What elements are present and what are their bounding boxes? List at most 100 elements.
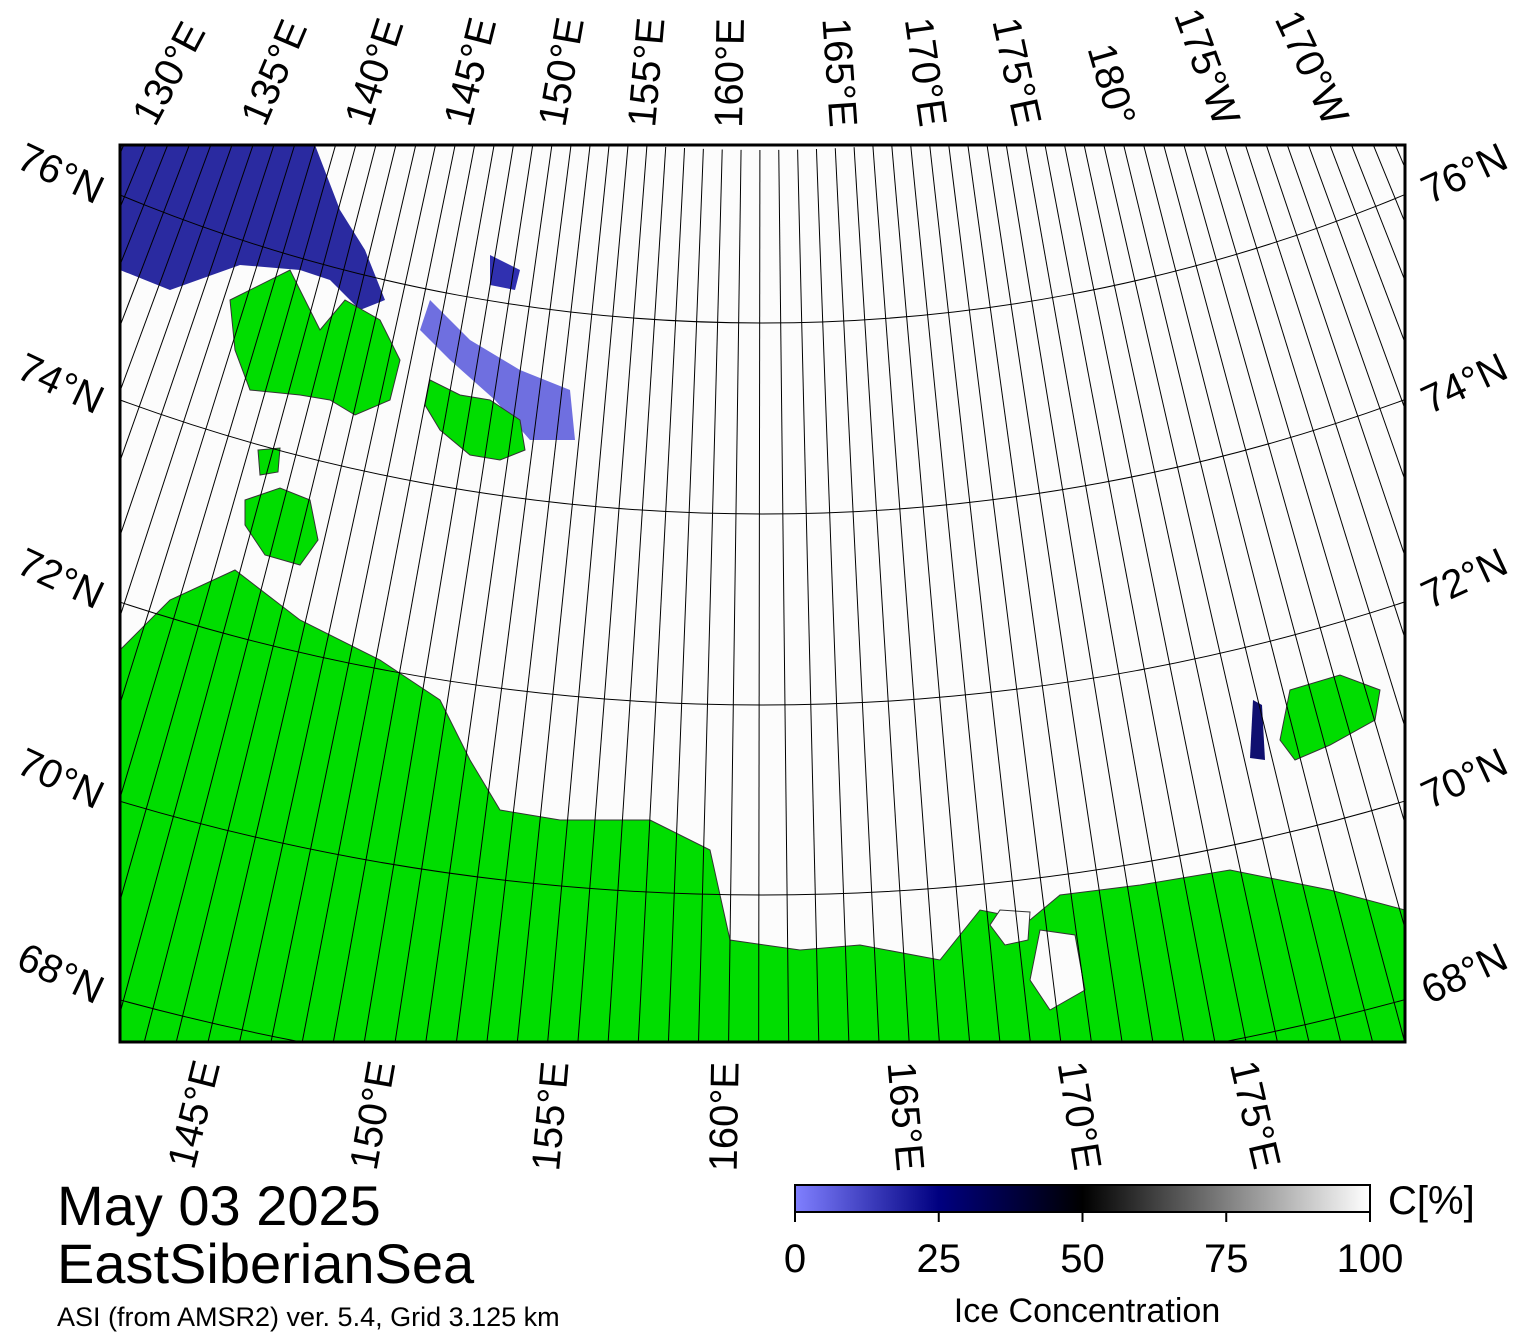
colorbar-label: Ice Concentration xyxy=(954,1292,1221,1330)
meridian xyxy=(698,149,723,1042)
meridian xyxy=(120,145,357,1015)
lat-label: 74°N xyxy=(11,345,111,423)
lon-label: 170°E xyxy=(896,15,955,129)
meridian xyxy=(667,148,704,1042)
meridian xyxy=(120,145,316,800)
meridian xyxy=(929,145,1031,1042)
lon-label: 150°E xyxy=(342,1058,404,1173)
meridian xyxy=(143,145,377,1042)
colorbar-tick-label: 0 xyxy=(784,1237,806,1281)
lat-label: 76°N xyxy=(1415,135,1515,213)
land xyxy=(120,269,1405,1042)
low-ice xyxy=(490,255,520,290)
lon-label: 165°E xyxy=(813,16,865,128)
meridian xyxy=(948,145,1062,1042)
lon-label: 130°E xyxy=(124,15,214,132)
colorbar xyxy=(794,1184,1371,1213)
date: May 03 2025 xyxy=(57,1174,381,1237)
meridian xyxy=(425,145,553,1042)
meridian xyxy=(207,145,417,1042)
lat-label: 74°N xyxy=(1415,345,1515,423)
meridian xyxy=(728,149,742,1042)
meridian xyxy=(891,145,971,1042)
colorbar-unit: C[%] xyxy=(1388,1179,1475,1223)
meridian xyxy=(394,145,534,1042)
map-area xyxy=(120,145,1405,1042)
lon-label: 170°W xyxy=(1266,4,1357,132)
meridian xyxy=(1163,145,1405,1042)
meridian xyxy=(486,145,591,1042)
lat-label: 70°N xyxy=(1415,740,1515,818)
meridian xyxy=(1286,145,1405,482)
lon-label: 145°E xyxy=(160,1056,229,1173)
meridian xyxy=(815,148,850,1042)
meridian xyxy=(872,145,940,1042)
meridian xyxy=(1329,145,1405,345)
region: EastSiberianSea xyxy=(57,1232,475,1295)
meridian xyxy=(853,147,910,1042)
meridian xyxy=(577,145,648,1042)
meridian xyxy=(1123,145,1342,1042)
meridian xyxy=(1044,145,1216,1042)
lon-label: 160°E xyxy=(702,1062,748,1172)
meridian xyxy=(834,148,880,1042)
lon-label: 140°E xyxy=(337,13,413,131)
meridian xyxy=(363,145,514,1042)
colorbar-tick-label: 100 xyxy=(1337,1237,1404,1281)
meridian xyxy=(1224,145,1405,729)
map-frame xyxy=(118,143,1407,1044)
meridian xyxy=(270,145,456,1042)
meridian xyxy=(797,149,820,1042)
lat-label: 72°N xyxy=(11,540,111,618)
meridian xyxy=(120,145,190,328)
colorbar-tick-label: 25 xyxy=(917,1237,962,1281)
lon-label: 175°E xyxy=(983,14,1049,130)
meridian xyxy=(986,145,1123,1042)
meridian xyxy=(1372,145,1405,224)
colorbar-tick-label: 50 xyxy=(1060,1237,1105,1281)
meridian xyxy=(120,145,212,393)
lat-label: 72°N xyxy=(1415,540,1515,618)
lon-label: 150°E xyxy=(531,14,593,129)
meridian xyxy=(1005,145,1154,1042)
meridian xyxy=(1244,145,1405,641)
lon-label: 180° xyxy=(1079,39,1144,131)
meridian xyxy=(120,145,254,538)
graticule xyxy=(120,145,1405,1042)
lon-label: 145°E xyxy=(436,13,505,130)
meridian xyxy=(516,145,610,1042)
meridian xyxy=(758,149,761,1042)
meridian xyxy=(778,149,790,1042)
lat-label: 68°N xyxy=(1415,935,1515,1013)
lon-label: 175°E xyxy=(1221,1057,1288,1174)
meridian xyxy=(120,145,296,706)
meridian xyxy=(1143,145,1374,1042)
meridian xyxy=(547,145,629,1042)
meridian xyxy=(332,145,495,1042)
lon-label: 170°E xyxy=(1049,1058,1110,1173)
lon-label: 175°W xyxy=(1165,3,1248,132)
meridian xyxy=(1064,145,1247,1042)
meridian xyxy=(1350,145,1405,283)
meridian xyxy=(175,145,397,1042)
meridian xyxy=(1183,145,1405,931)
lon-label: 165°E xyxy=(879,1060,932,1173)
meridian xyxy=(1307,145,1405,411)
meridian xyxy=(120,145,169,267)
lon-label: 155°E xyxy=(524,1060,577,1173)
lat-label: 70°N xyxy=(11,740,111,818)
source: ASI (from AMSR2) ver. 5.4, Grid 3.125 km xyxy=(57,1302,560,1332)
meridian xyxy=(239,145,437,1042)
meridian xyxy=(1103,145,1310,1042)
lon-label: 160°E xyxy=(707,18,753,128)
lon-label: 155°E xyxy=(620,16,673,129)
meridian xyxy=(967,145,1092,1042)
meridian xyxy=(301,145,476,1042)
low-ice xyxy=(120,145,385,310)
lat-label: 76°N xyxy=(11,135,111,213)
meridian xyxy=(455,145,572,1042)
meridian xyxy=(120,145,337,903)
meridian xyxy=(120,145,233,463)
meridian xyxy=(1083,145,1278,1042)
